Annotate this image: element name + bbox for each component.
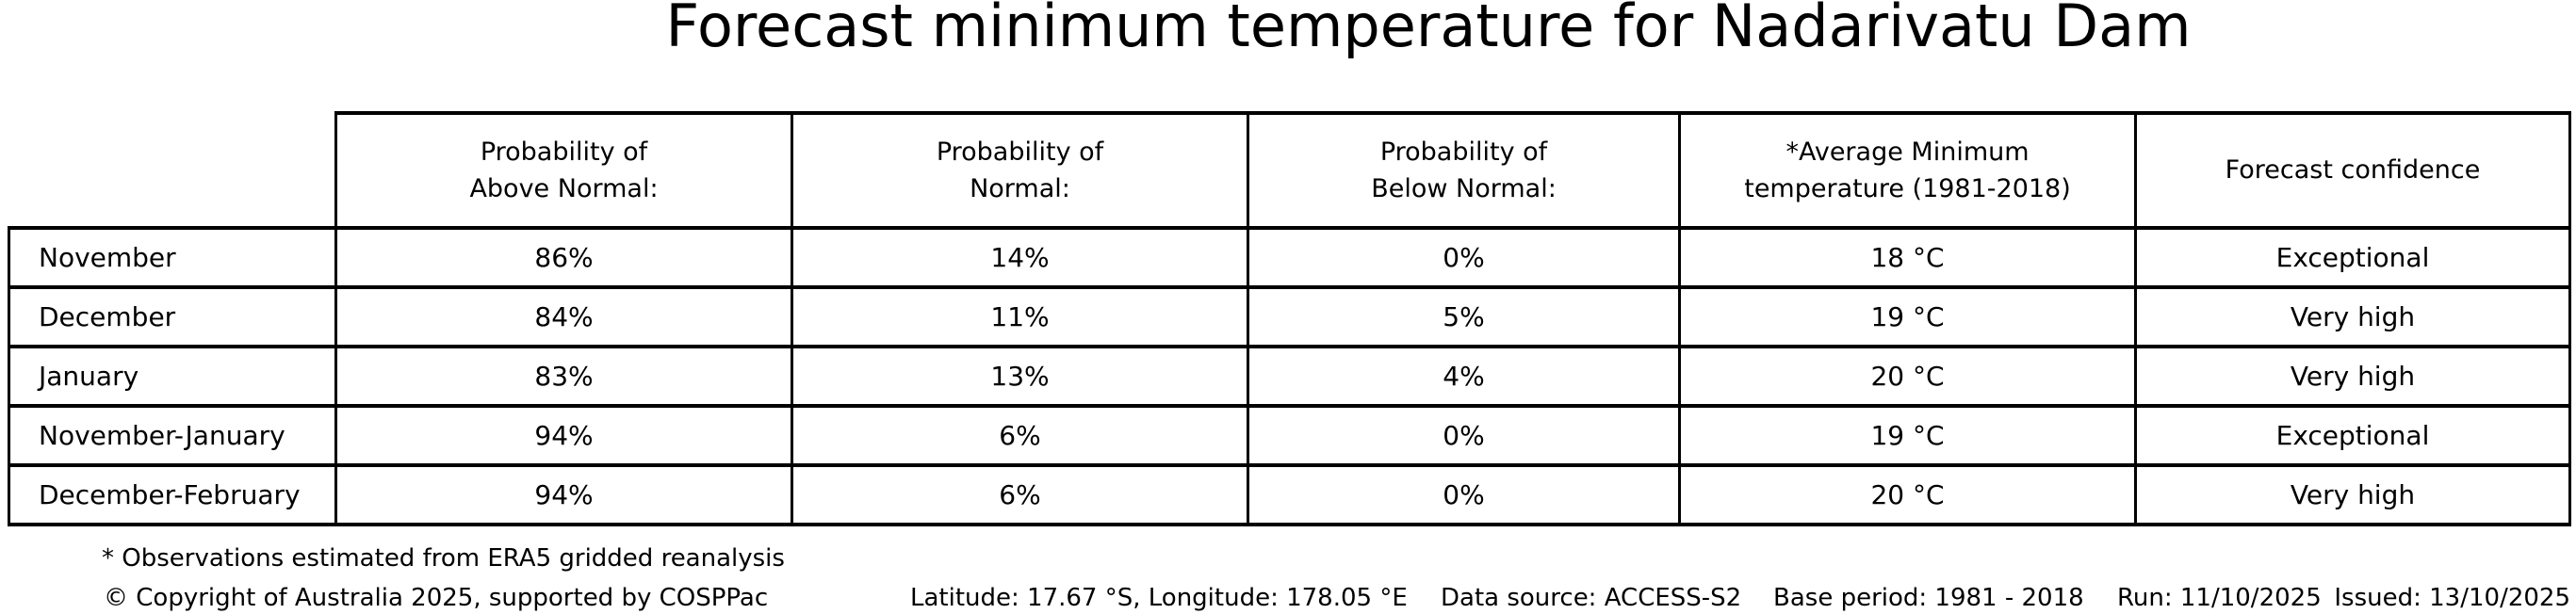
- issued-date-text: Issued: 13/10/2025: [2334, 584, 2570, 612]
- cell-above-normal: 94%: [334, 404, 793, 467]
- table-header-row: Probability of Above Normal: Probability…: [9, 111, 2571, 230]
- col-header-below-normal: Probability of Below Normal:: [1247, 111, 1681, 230]
- cell-average-minimum: 19 °C: [1678, 285, 2137, 348]
- page-title: Forecast minimum temperature for Nadariv…: [665, 0, 2192, 60]
- cell-below-normal: 5%: [1247, 285, 1681, 348]
- cell-above-normal: 83%: [334, 345, 793, 408]
- cell-period: December: [8, 285, 337, 348]
- cell-forecast-confidence: Very high: [2134, 345, 2571, 408]
- cell-normal: 6%: [791, 404, 1249, 467]
- col-header-average-minimum: *Average Minimum temperature (1981-2018): [1678, 111, 2137, 230]
- cell-period: November-January: [8, 404, 337, 467]
- cell-period: December-February: [8, 463, 337, 526]
- cell-below-normal: 4%: [1247, 345, 1681, 408]
- table-row: December-February 94% 6% 0% 20 °C Very h…: [8, 463, 2571, 526]
- cell-below-normal: 0%: [1247, 463, 1681, 526]
- table-row: November-January 94% 6% 0% 19 °C Excepti…: [8, 404, 2571, 467]
- coordinates-text: Latitude: 17.67 °S, Longitude: 178.05 °E: [910, 584, 1408, 612]
- cell-average-minimum: 20 °C: [1678, 463, 2137, 526]
- data-source-text: Data source: ACCESS-S2: [1441, 584, 1742, 612]
- cell-period: January: [8, 345, 337, 408]
- cell-average-minimum: 18 °C: [1678, 226, 2137, 289]
- cell-forecast-confidence: Exceptional: [2134, 226, 2571, 289]
- col-header-above-normal: Probability of Above Normal:: [334, 111, 793, 230]
- cell-above-normal: 86%: [334, 226, 793, 289]
- copyright-text: © Copyright of Australia 2025, supported…: [104, 584, 769, 612]
- cell-forecast-confidence: Very high: [2134, 285, 2571, 348]
- footnote: * Observations estimated from ERA5 gridd…: [102, 544, 785, 573]
- cell-normal: 11%: [791, 285, 1249, 348]
- cell-forecast-confidence: Exceptional: [2134, 404, 2571, 467]
- cell-below-normal: 0%: [1247, 226, 1681, 289]
- cell-period: November: [8, 226, 337, 289]
- footer: © Copyright of Australia 2025, supported…: [0, 584, 2576, 614]
- col-header-normal: Probability of Normal:: [791, 111, 1249, 230]
- cell-forecast-confidence: Very high: [2134, 463, 2571, 526]
- cell-above-normal: 94%: [334, 463, 793, 526]
- base-period-text: Base period: 1981 - 2018: [1773, 584, 2084, 612]
- table-row: December 84% 11% 5% 19 °C Very high: [8, 285, 2571, 348]
- corner-cell: [9, 113, 336, 228]
- cell-normal: 13%: [791, 345, 1249, 408]
- forecast-table: Probability of Above Normal: Probability…: [8, 111, 2571, 526]
- cell-normal: 14%: [791, 226, 1249, 289]
- cell-below-normal: 0%: [1247, 404, 1681, 467]
- cell-average-minimum: 20 °C: [1678, 345, 2137, 408]
- table-row: January 83% 13% 4% 20 °C Very high: [8, 345, 2571, 408]
- table-row: November 86% 14% 0% 18 °C Exceptional: [8, 226, 2571, 289]
- cell-above-normal: 84%: [334, 285, 793, 348]
- col-header-forecast-confidence: Forecast confidence: [2134, 111, 2571, 230]
- run-date-text: Run: 11/10/2025: [2117, 584, 2322, 612]
- cell-normal: 6%: [791, 463, 1249, 526]
- cell-average-minimum: 19 °C: [1678, 404, 2137, 467]
